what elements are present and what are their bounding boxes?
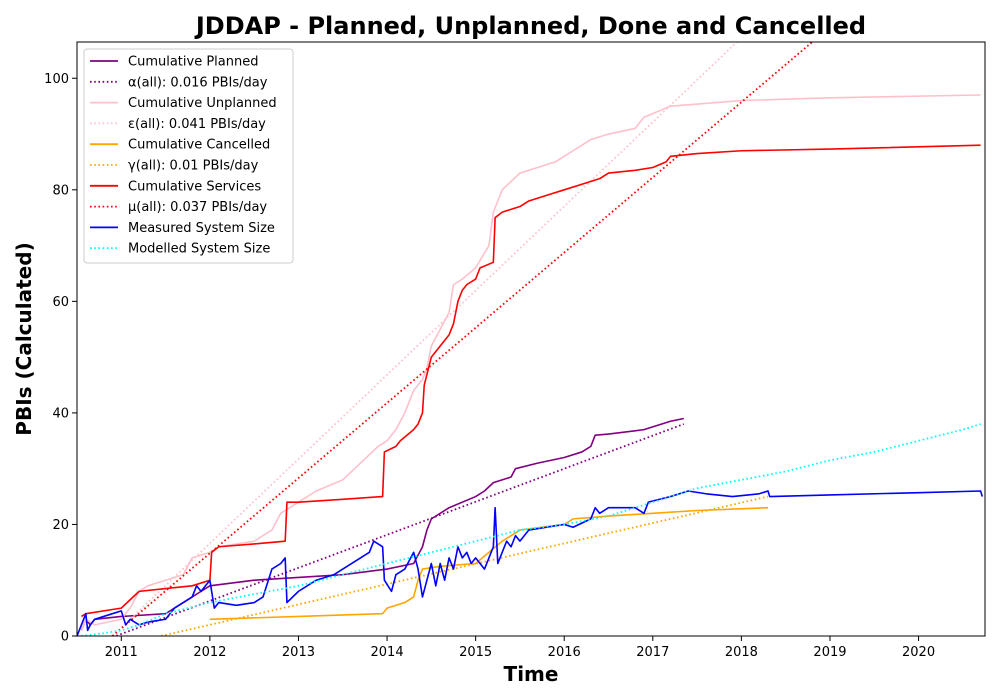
x-tick-label: 2017: [636, 645, 669, 660]
legend-label-2: Cumulative Unplanned: [128, 96, 277, 111]
y-tick-label: 20: [52, 518, 69, 533]
legend-label-1: α(all): 0.016 PBIs/day: [128, 75, 268, 90]
legend-label-0: Cumulative Planned: [128, 55, 258, 70]
series-line-8: [77, 490, 984, 636]
x-tick-label: 2016: [548, 645, 581, 660]
legend-label-7: μ(all): 0.037 PBIs/day: [128, 200, 267, 215]
chart-title: JDDAP - Planned, Unplanned, Done and Can…: [194, 12, 866, 40]
plot-frame: [76, 41, 986, 637]
series-line-9: [81, 423, 981, 636]
legend-label-3: ε(all): 0.041 PBIs/day: [128, 117, 266, 132]
series-layer: [77, 42, 984, 636]
series-line-2: [80, 94, 981, 631]
series-line-7: [111, 42, 813, 636]
y-tick-label: 80: [52, 183, 69, 198]
ticks-layer: 2011 2012 2013 2014 2015 2016 2017 2018 2019 2020…: [44, 72, 935, 660]
x-tick-label: 2019: [813, 645, 846, 660]
y-tick-label: 0: [61, 630, 69, 645]
series-line-5: [160, 495, 769, 636]
legend-label-8: Measured System Size: [128, 221, 275, 236]
y-axis-label: PBIs (Calculated): [12, 242, 36, 435]
x-tick-label: 2014: [371, 645, 404, 660]
legend-label-5: γ(all): 0.01 PBIs/day: [128, 159, 259, 174]
x-tick-label: 2013: [282, 645, 315, 660]
series-line-4: [209, 506, 769, 621]
x-tick-label: 2020: [902, 645, 935, 660]
legend-label-4: Cumulative Cancelled: [128, 138, 270, 153]
x-tick-label: 2018: [725, 645, 758, 660]
series-line-0: [80, 417, 684, 631]
x-tick-label: 2011: [105, 645, 138, 660]
legend: Cumulative Planned α(all): 0.016 PBIs/day…: [83, 48, 294, 264]
x-axis-label: Time: [504, 662, 559, 686]
y-tick-label: 60: [52, 295, 69, 310]
legend-box: [83, 48, 294, 264]
x-tick-label: 2015: [459, 645, 492, 660]
legend-label-6: Cumulative Services: [128, 179, 261, 194]
y-tick-label: 100: [44, 72, 69, 87]
series-line-1: [113, 423, 685, 636]
x-tick-label: 2012: [193, 645, 226, 660]
y-tick-label: 40: [52, 406, 69, 421]
series-line-3: [111, 42, 738, 636]
legend-label-9: Modelled System Size: [128, 242, 270, 257]
